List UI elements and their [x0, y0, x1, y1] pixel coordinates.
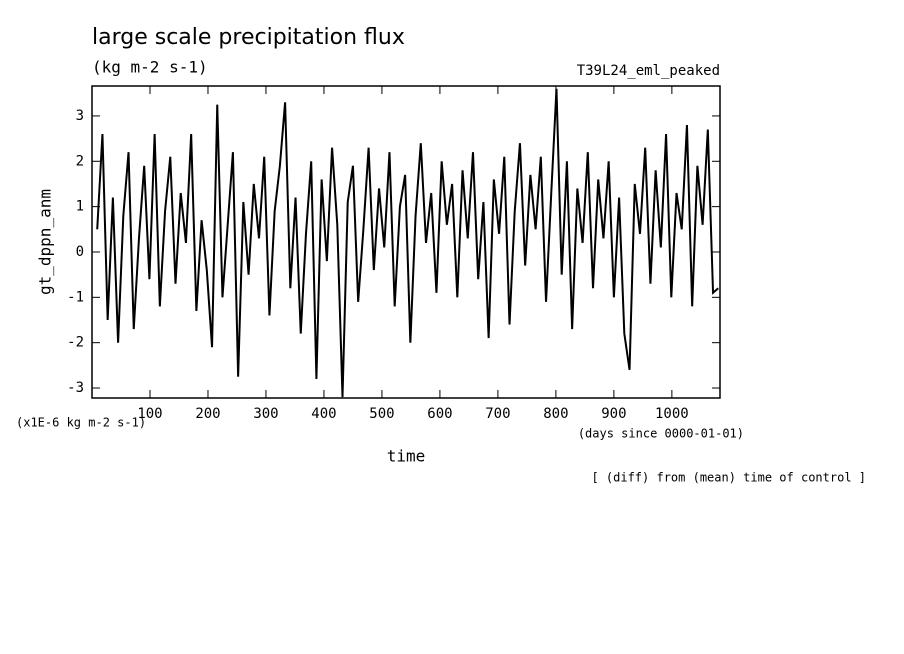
data-line [96, 88, 719, 398]
x-tick-label: 700 [485, 406, 510, 422]
y-tick-label: -1 [67, 289, 84, 305]
run-label: T39L24_eml_peaked [577, 63, 720, 79]
y-tick-label: -2 [67, 335, 84, 351]
x-tick-label: 1000 [655, 406, 689, 422]
x-axis-label: time [387, 447, 426, 466]
x-tick-label: 900 [601, 406, 626, 422]
y-tick-label: -3 [67, 380, 84, 396]
y-tick-label: 0 [76, 244, 84, 260]
y-tick-label: 1 [76, 199, 84, 215]
note: [ (diff) from (mean) time of control ] [591, 471, 866, 485]
x-tick-label: 600 [427, 406, 452, 422]
x-tick-label: 100 [137, 406, 162, 422]
x-tick-label: 200 [195, 406, 220, 422]
y-tick-label: 3 [76, 108, 84, 124]
y-tick-label: 2 [76, 153, 84, 169]
plot-frame [91, 85, 721, 399]
y-axis-label: gt_dppn_anm [36, 189, 55, 295]
chart-subtitle: (kg m-2 s-1) [92, 58, 208, 77]
x-unit: (days since 0000-01-01) [578, 427, 744, 441]
chart-title: large scale precipitation flux [92, 25, 405, 50]
x-tick-label: 500 [369, 406, 394, 422]
x-tick-label: 300 [253, 406, 278, 422]
y-unit: (x1E-6 kg m-2 s-1) [16, 416, 146, 430]
x-tick-label: 400 [311, 406, 336, 422]
x-tick-label: 800 [543, 406, 568, 422]
